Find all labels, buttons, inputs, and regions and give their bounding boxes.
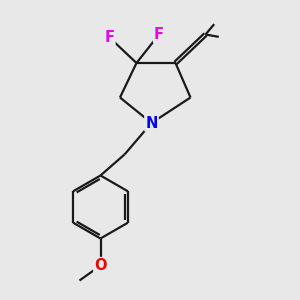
Text: N: N (145, 116, 158, 130)
Text: F: F (104, 30, 115, 45)
Text: O: O (94, 258, 107, 273)
Text: F: F (154, 27, 164, 42)
